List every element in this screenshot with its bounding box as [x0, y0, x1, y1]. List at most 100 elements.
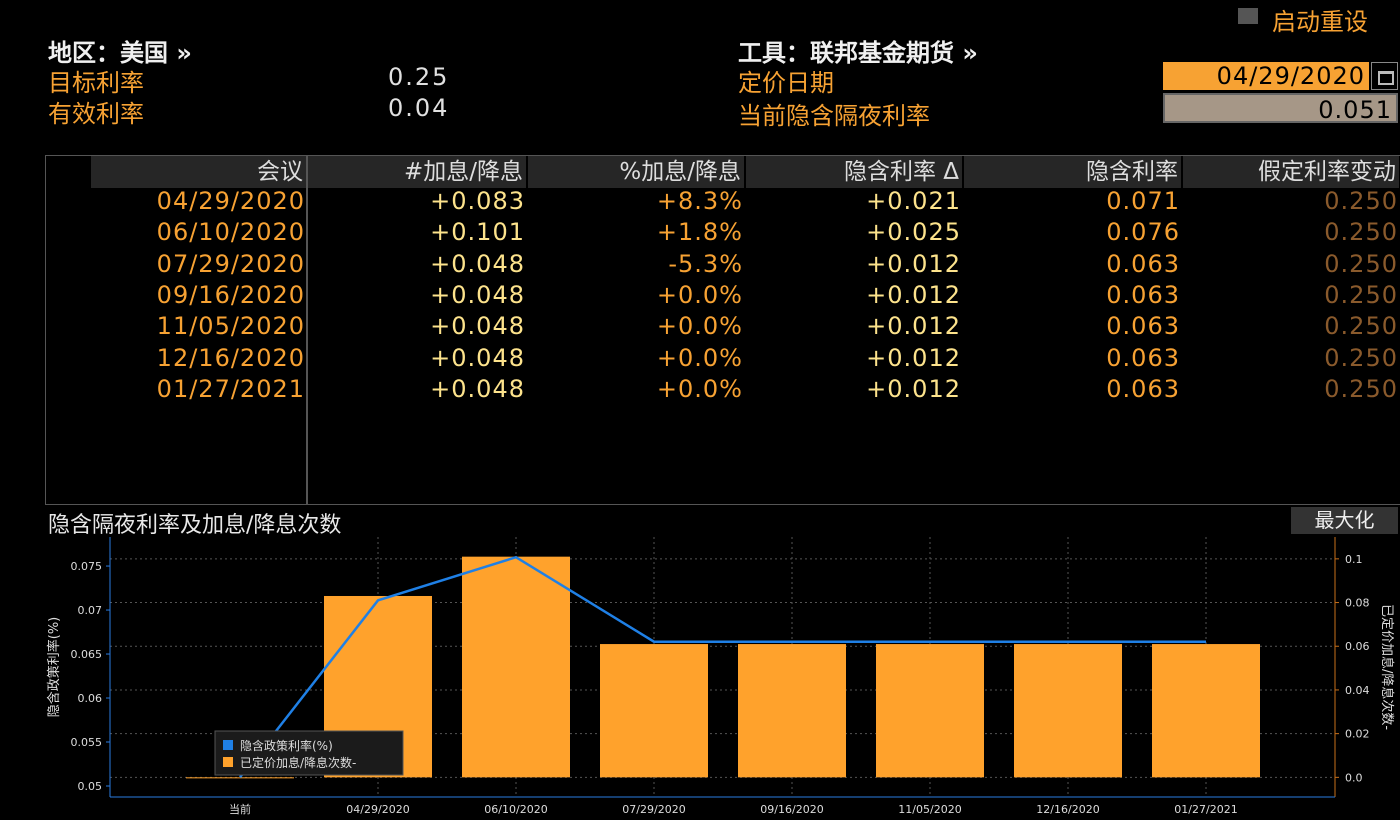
table-cell: 0.250	[1324, 218, 1398, 247]
y2-tick-label: 0.04	[1345, 684, 1370, 697]
table-cell: +0.048	[430, 343, 525, 372]
line-series	[239, 555, 1206, 778]
table-cell: +1.8%	[656, 218, 743, 247]
table-cell: 0.250	[1324, 280, 1398, 309]
meeting-date: 09/16/2020	[156, 280, 305, 309]
table-cell: 0.063	[1106, 374, 1180, 403]
effective-rate-label: 有效利率	[48, 100, 144, 128]
legend-box	[214, 730, 404, 776]
y2-tick-label: 0.02	[1345, 728, 1370, 741]
pricing-date-input[interactable]: 04/29/2020	[1163, 62, 1369, 90]
region-selector[interactable]: 地区：美国 »	[48, 39, 192, 67]
target-rate: 0.25	[388, 63, 450, 91]
table-cell: +0.012	[866, 249, 961, 278]
y-tick-label: 0.055	[71, 736, 103, 749]
column-header: 会议	[91, 156, 308, 188]
legend-swatch	[223, 740, 233, 750]
calendar-button[interactable]	[1371, 62, 1398, 90]
y2-tick-label: 0.1	[1345, 553, 1363, 566]
table-cell: +0.048	[430, 280, 525, 309]
x-tick-label: 当前	[229, 802, 251, 816]
reset-checkbox[interactable]	[1238, 8, 1258, 24]
table-cell: +0.101	[430, 218, 525, 247]
chart: 0.05 0.055 0.06 0.065 0.07 0.075 0.0 0.02 0.04 0.…	[46, 537, 1395, 816]
x-tick-label: 11/05/2020	[898, 803, 961, 816]
x-tick-label: 12/16/2020	[1036, 803, 1099, 816]
y2-tick-label: 0.0	[1345, 771, 1363, 784]
y-tick-label: 0.07	[78, 604, 103, 617]
chart-title: 隐含隔夜利率及加息/降息次数	[48, 513, 342, 538]
table-cell: 0.076	[1106, 218, 1180, 247]
y-axis-label: 隐含政策利率(%)	[46, 617, 62, 718]
effective-rate: 0.04	[388, 94, 450, 122]
x-tick-label: 06/10/2020	[484, 803, 547, 816]
target-rate-label: 目标利率	[48, 69, 144, 97]
table-cell: +0.012	[866, 343, 961, 372]
table-cell: +0.012	[866, 312, 961, 341]
table-cell: +0.048	[430, 312, 525, 341]
table-cell: +0.012	[866, 280, 961, 309]
table-cell: 0.250	[1324, 187, 1398, 215]
maximize-button[interactable]: 最大化	[1291, 507, 1398, 534]
table-cell: +0.048	[430, 374, 525, 403]
y-tick-label: 0.075	[71, 560, 103, 573]
y2-tick-label: 0.08	[1345, 597, 1370, 610]
table-cell: 0.063	[1106, 343, 1180, 372]
table-cell: +0.0%	[656, 343, 743, 372]
instrument-selector[interactable]: 工具：联邦基金期货 »	[738, 39, 978, 67]
y2-axis-label: 已定价加息/降息次数-	[1379, 604, 1395, 730]
table-cell: 0.063	[1106, 280, 1180, 309]
bar	[876, 644, 984, 778]
table-cell: +0.012	[866, 374, 961, 403]
y-tick-label: 0.06	[78, 692, 103, 705]
bar	[1014, 644, 1122, 778]
meeting-date: 06/10/2020	[156, 218, 305, 247]
bar	[738, 644, 846, 778]
bar	[186, 777, 294, 779]
table-cell: +0.025	[866, 218, 961, 247]
table-cell: 0.071	[1106, 187, 1180, 215]
column-header: 隐含利率 Δ	[746, 156, 964, 188]
implied-overnight-field: 0.051	[1163, 93, 1398, 124]
legend-label: 隐含政策利率(%)	[240, 738, 333, 753]
x-tick-label: 07/29/2020	[622, 803, 685, 816]
implied-overnight-label: 当前隐含隔夜利率	[738, 102, 930, 130]
meetings-table: 会议 #加息/降息 %加息/降息 隐含利率 Δ 隐含利率 假定利率变动 04/29/2020…	[45, 155, 1400, 505]
table-cell: +0.0%	[656, 312, 743, 341]
table-cell: 0.250	[1324, 249, 1398, 278]
meeting-date: 07/29/2020	[156, 249, 305, 278]
table-cell: +8.3%	[656, 187, 743, 215]
table-cell: +0.0%	[656, 280, 743, 309]
table-cell: 0.250	[1324, 312, 1398, 341]
table-cell: +0.083	[430, 187, 525, 215]
table-cell: 0.250	[1324, 343, 1398, 372]
bar	[600, 644, 708, 778]
table-cell: -5.3%	[668, 249, 743, 278]
column-divider	[306, 156, 308, 504]
calendar-icon	[1378, 71, 1394, 85]
table-cell: 0.063	[1106, 249, 1180, 278]
y-tick-label: 0.065	[71, 648, 103, 661]
y-tick-label: 0.05	[78, 780, 103, 793]
bar	[462, 556, 570, 778]
table-cell: 0.250	[1324, 374, 1398, 403]
meeting-date: 11/05/2020	[156, 312, 305, 341]
table-cell: +0.048	[430, 249, 525, 278]
bar	[1152, 644, 1260, 778]
column-header: 假定利率变动	[1183, 156, 1400, 188]
table-cell: +0.021	[866, 187, 961, 215]
meeting-date: 04/29/2020	[156, 187, 305, 215]
table-cell: 0.063	[1106, 312, 1180, 341]
column-header: #加息/降息	[308, 156, 528, 188]
column-header: 隐含利率	[964, 156, 1183, 188]
x-tick-label: 01/27/2021	[1174, 803, 1237, 816]
reset-button[interactable]: 启动重设	[1272, 8, 1368, 36]
meeting-date: 12/16/2020	[156, 343, 305, 372]
legend-swatch	[223, 757, 233, 767]
y2-tick-label: 0.06	[1345, 640, 1370, 653]
meeting-date: 01/27/2021	[156, 374, 305, 403]
legend: 隐含政策利率(%) 已定价加息/降息次数-	[214, 730, 404, 776]
x-tick-label: 09/16/2020	[760, 803, 823, 816]
legend-label: 已定价加息/降息次数-	[240, 755, 356, 770]
